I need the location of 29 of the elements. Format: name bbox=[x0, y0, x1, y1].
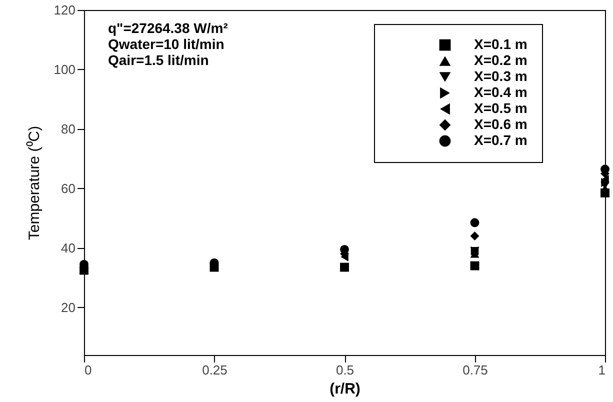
legend-label: X=0.2 m bbox=[474, 52, 528, 68]
annotation: Qair=1.5 lit/min bbox=[108, 52, 209, 68]
y-tick-label: 80 bbox=[61, 121, 76, 136]
y-tick-label: 40 bbox=[61, 240, 76, 256]
annotation: Qwater=10 lit/min bbox=[108, 36, 224, 52]
y-tick-label: 20 bbox=[61, 300, 76, 315]
x-tick-label: 0.25 bbox=[202, 362, 228, 378]
point bbox=[601, 175, 609, 184]
point bbox=[340, 244, 349, 254]
y-axis-title: Temperature (⁰C) bbox=[26, 126, 43, 240]
legend-label: X=0.5 m bbox=[474, 100, 528, 116]
annotation: q"=27264.38 W/m² bbox=[108, 20, 228, 36]
legend-label: X=0.3 m bbox=[474, 68, 528, 84]
y-tick-label: 120 bbox=[54, 2, 76, 18]
point bbox=[470, 218, 480, 228]
legend-label: X=0.6 m bbox=[474, 116, 528, 132]
y-tick-label: 60 bbox=[61, 180, 76, 196]
point bbox=[340, 262, 349, 272]
x-tick-label: 0.5 bbox=[336, 362, 354, 378]
point bbox=[470, 232, 480, 241]
y-tick-label: 100 bbox=[54, 62, 76, 77]
x-tick-label: 0 bbox=[84, 362, 92, 378]
x-tick-label: 1 bbox=[598, 362, 606, 378]
point bbox=[470, 261, 480, 270]
legend-label: X=0.4 m bbox=[474, 84, 528, 100]
legend-label: X=0.1 m bbox=[474, 36, 528, 52]
x-tick-label: 0.75 bbox=[462, 362, 488, 378]
legend-label: X=0.7 m bbox=[474, 132, 528, 148]
x-axis-title: (r/R) bbox=[330, 380, 360, 398]
